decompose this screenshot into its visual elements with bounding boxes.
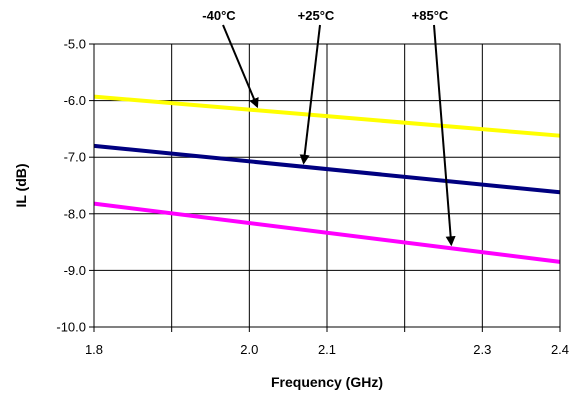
annotations: -40°C +25°C +85°C (202, 8, 456, 247)
x-tick-label: 2.1 (318, 342, 336, 357)
y-tick-label: -9.0 (64, 263, 86, 278)
annotation-label: +85°C (412, 8, 449, 23)
annotation-arrow (299, 24, 321, 165)
annotation-arrow (222, 24, 259, 109)
y-tick-label: -5.0 (64, 37, 86, 52)
y-axis-ticks: -10.0 -9.0 -8.0 -7.0 -6.0 -5.0 (56, 37, 94, 335)
x-tick-label: 2.0 (240, 342, 258, 357)
x-tick-label: 2.4 (551, 342, 569, 357)
x-axis-ticks: 1.8 2.0 2.1 2.3 2.4 (85, 327, 569, 357)
y-tick-label: -10.0 (56, 320, 86, 335)
x-axis-title: Frequency (GHz) (271, 374, 383, 390)
y-axis-title: IL (dB) (13, 163, 29, 207)
series-line (93, 143, 561, 195)
x-tick-label: 2.3 (473, 342, 491, 357)
annotation-label: -40°C (202, 8, 236, 23)
y-tick-label: -8.0 (64, 206, 86, 221)
annotation-arrow (433, 24, 456, 247)
y-tick-label: -6.0 (64, 93, 86, 108)
series-line (93, 201, 561, 264)
y-tick-label: -7.0 (64, 150, 86, 165)
annotation-label: +25°C (298, 8, 335, 23)
series-lines (93, 94, 561, 264)
series-line (93, 94, 561, 138)
x-tick-label: 1.8 (85, 342, 103, 357)
